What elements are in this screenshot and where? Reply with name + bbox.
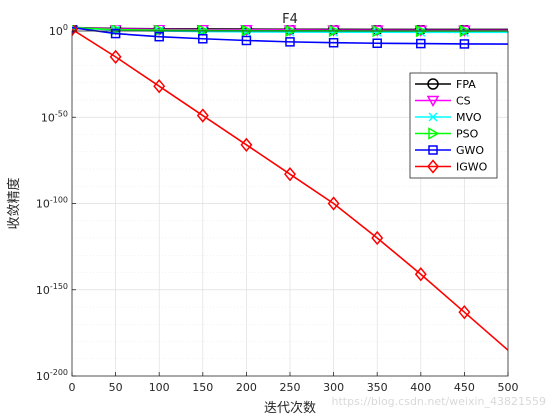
series-point-igwo — [196, 108, 209, 123]
series-line-gwo — [72, 26, 508, 45]
legend-label-gwo: GWO — [456, 144, 484, 157]
legend: FPA CS MVO PSO GWO IGWO — [409, 72, 498, 179]
legend-marker-mvo — [428, 112, 438, 122]
y-tick-label: 10-50 — [41, 109, 68, 124]
series-point-igwo — [72, 25, 78, 37]
legend-item-mvo: MVO — [415, 111, 482, 124]
legend-marker-igwo — [427, 159, 439, 174]
series-point-gwo — [372, 38, 382, 48]
series-igwo — [72, 25, 508, 351]
series-point-gwo — [154, 31, 164, 42]
legend-item-gwo: GWO — [415, 144, 484, 157]
series-point-igwo — [458, 305, 471, 320]
y-tick-label: 100 — [49, 23, 68, 38]
x-tick-label: 100 — [149, 381, 170, 394]
x-tick-label: 200 — [236, 381, 257, 394]
legend-marker-pso — [428, 127, 440, 140]
series-point-igwo — [371, 230, 384, 246]
x-tick-label: 350 — [367, 381, 388, 394]
y-tick-label: 10-200 — [36, 368, 68, 383]
x-tick-label: 250 — [280, 381, 301, 394]
major-grid — [72, 31, 508, 376]
x-axis-label: 迭代次数 — [264, 400, 316, 416]
x-tick-label: 400 — [410, 381, 431, 394]
legend-label-fpa: FPA — [456, 78, 476, 91]
legend-marker-cs — [426, 95, 440, 108]
series-line-igwo — [72, 28, 508, 351]
series-point-igwo — [109, 49, 122, 65]
x-tick-label: 300 — [323, 381, 344, 394]
series-point-gwo — [328, 37, 339, 48]
x-tick-label: 50 — [109, 381, 123, 394]
series-point-igwo — [327, 196, 340, 211]
x-axis: 0 50 100 150 200 250 300 350 400 450 500 — [69, 372, 519, 394]
x-tick-label: 150 — [192, 381, 213, 394]
legend-box — [409, 72, 498, 179]
series-point-igwo — [240, 137, 253, 153]
series-point-igwo — [153, 79, 166, 94]
y-axis-label: 收敛精度 — [6, 177, 22, 229]
series-point-gwo — [459, 39, 470, 49]
series-layer — [72, 25, 508, 351]
y-tick-label: 10-100 — [36, 196, 68, 211]
legend-label-cs: CS — [456, 95, 471, 108]
legend-label-pso: PSO — [456, 128, 479, 141]
legend-marker-gwo — [428, 145, 438, 155]
x-tick-label: 500 — [498, 381, 519, 394]
series-point-gwo — [198, 34, 208, 44]
x-tick-label: 450 — [454, 381, 475, 394]
series-point-pso — [198, 25, 210, 37]
y-axis: 100 10-50 10-100 10-150 10-200 — [36, 23, 76, 383]
legend-item-fpa: FPA — [415, 78, 476, 91]
series-gwo — [72, 25, 508, 49]
legend-marker-fpa — [427, 78, 439, 90]
watermark: https://blog.csdn.net/weixin_43821559 — [331, 395, 546, 408]
chart-title: F4 — [282, 12, 298, 27]
legend-label-igwo: IGWO — [456, 161, 488, 174]
series-point-gwo — [285, 37, 295, 47]
legend-item-pso: PSO — [415, 127, 479, 141]
y-tick-label: 10-150 — [36, 282, 68, 297]
series-point-gwo — [416, 38, 426, 49]
series-point-igwo — [414, 267, 427, 282]
legend-item-igwo: IGWO — [415, 159, 488, 174]
series-point-gwo — [110, 28, 121, 39]
legend-item-cs: CS — [415, 95, 471, 108]
series-point-igwo — [284, 167, 296, 182]
series-point-gwo — [241, 35, 252, 46]
legend-label-mvo: MVO — [456, 111, 482, 124]
x-tick-label: 0 — [69, 381, 76, 394]
